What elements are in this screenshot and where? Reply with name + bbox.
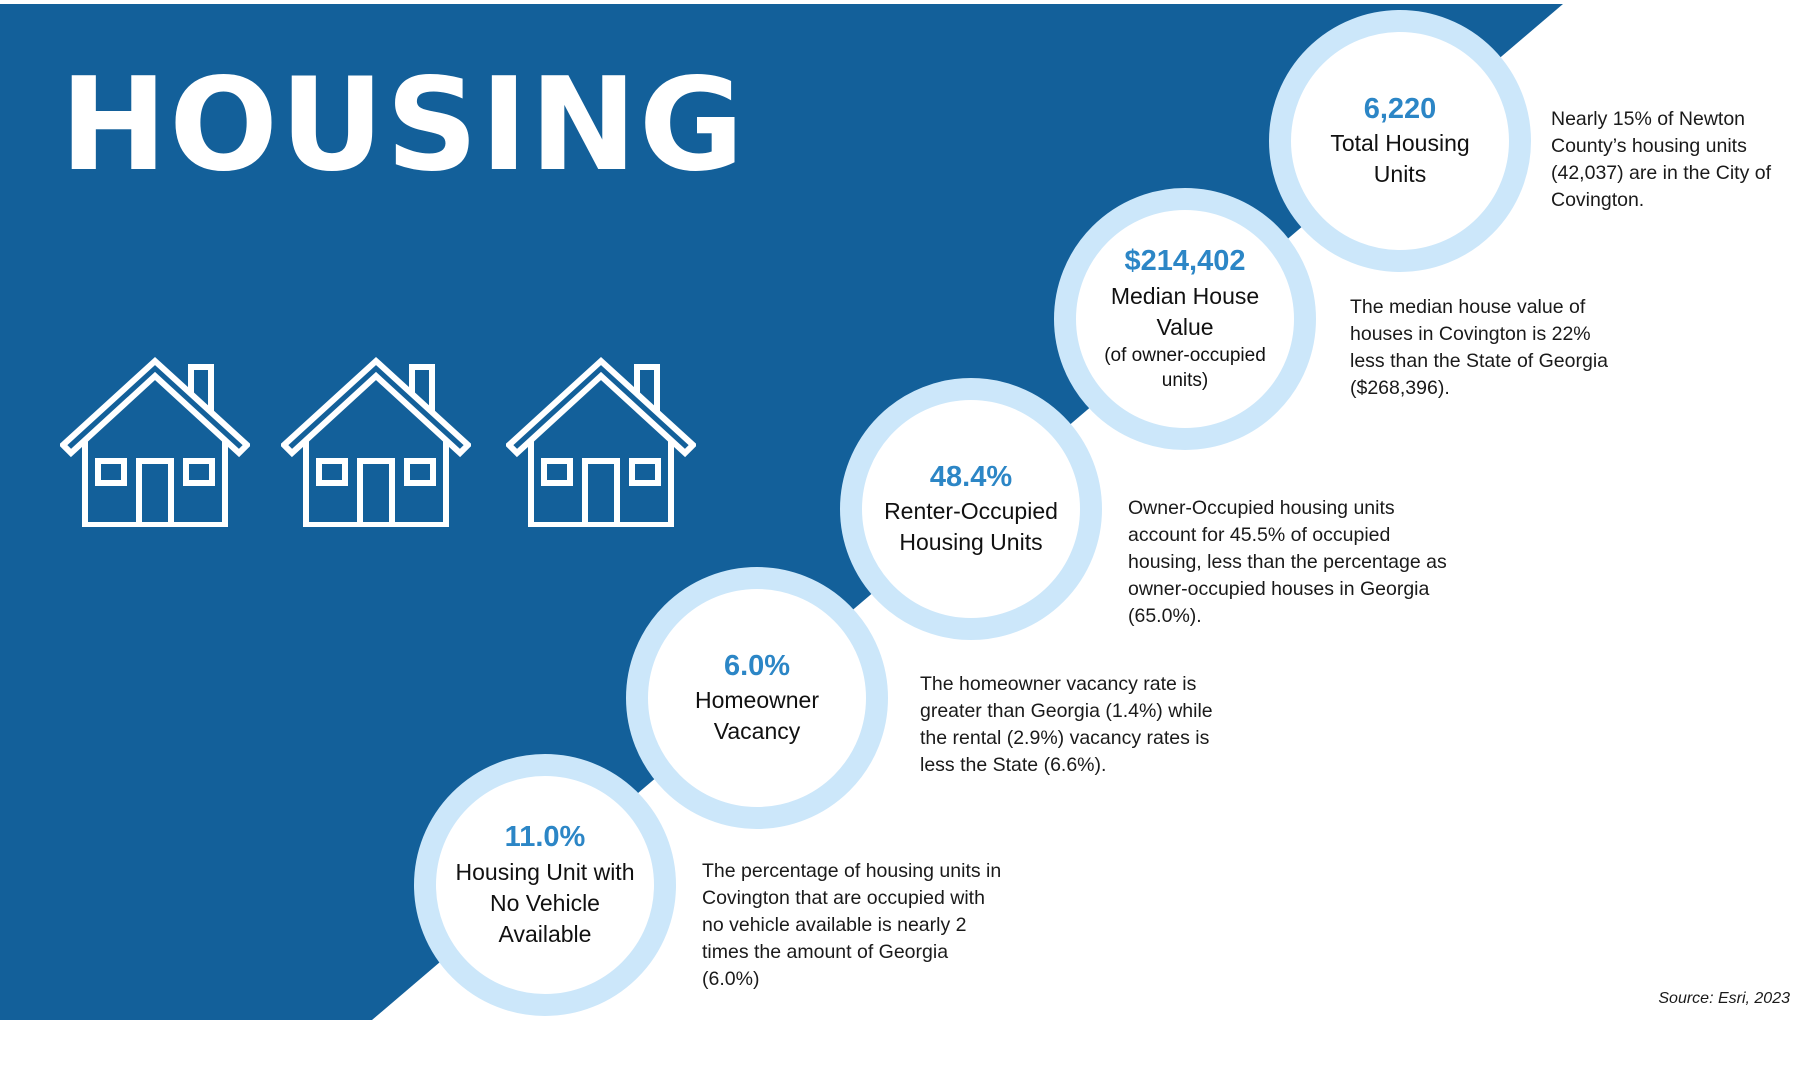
stat-description-total-housing-units: Nearly 15% of Newton County’s housing un… [1551,108,1772,211]
stat-value: 11.0% [504,821,586,854]
stat-value: 6.0% [723,649,791,682]
stat-value: 48.4% [929,460,1013,493]
stat-circle-total-housing-units: 6,220 Total Housing Units [1269,10,1531,272]
stat-circle-median-house-value: $214,402 Median House Value (of owner-oc… [1054,188,1316,450]
stat-description-homeowner-vacancy: The homeowner vacancy rate is greater th… [920,673,1213,776]
stat-circle-renter-occupied-housing-units: 48.4% Renter-Occupied Housing Units [840,378,1102,640]
stat-description-no-vehicle: The percentage of housing units in Covin… [702,860,1002,990]
stat-label: Total Housing Units [1330,130,1470,188]
stat-sublabel: (of owner-occupied units) [1104,344,1266,392]
stat-label: Median House Value [1110,282,1260,340]
stat-label: Homeowner Vacancy [695,687,819,745]
stat-description-median-house-value: The median house value of houses in Covi… [1350,296,1608,399]
stat-circle-homeowner-vacancy: 6.0% Homeowner Vacancy [626,567,888,829]
house-icon [281,356,471,527]
page-title: HOUSING [60,51,746,200]
stat-value: 6,220 [1363,92,1437,125]
house-icon [60,356,250,527]
source-citation: Source: Esri, 2023 [1658,990,1790,1007]
stat-label: Housing Unit with No Vehicle Available [455,858,635,947]
stat-circle-no-vehicle-available: 11.0% Housing Unit with No Vehicle Avail… [414,754,676,1016]
stat-value: $214,402 [1124,244,1246,277]
stat-description-renter-occupied: Owner-Occupied housing units account for… [1128,497,1447,627]
stat-label: Renter-Occupied Housing Units [884,498,1058,556]
house-icon [506,356,696,527]
